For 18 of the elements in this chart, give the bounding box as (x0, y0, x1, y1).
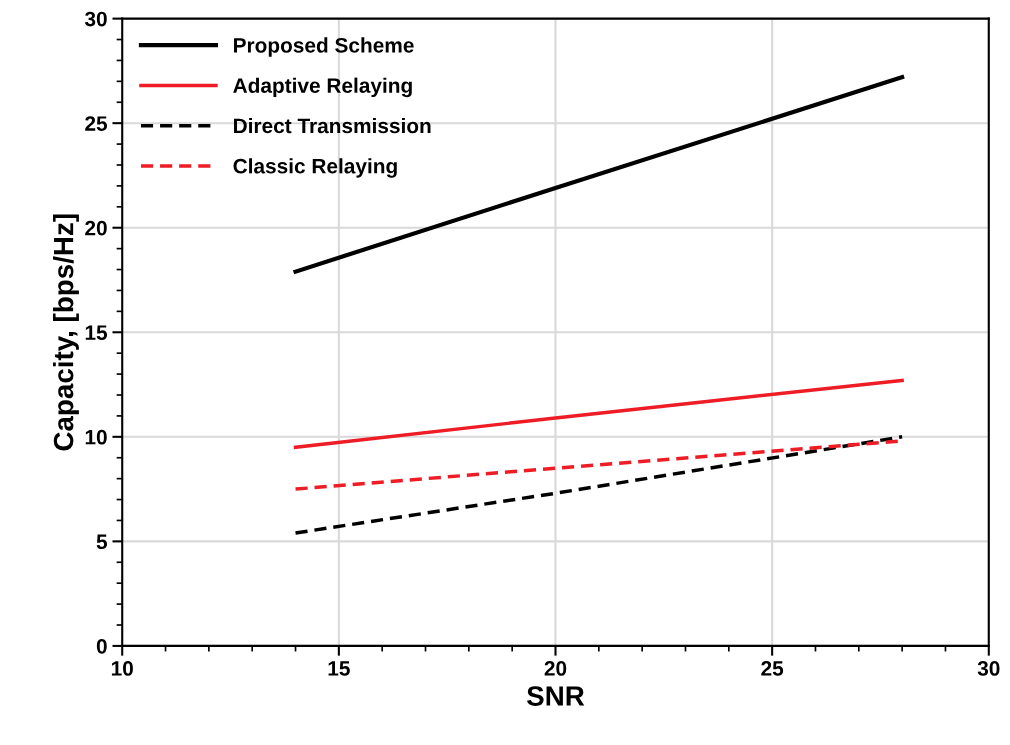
x-tick-label: 10 (111, 661, 133, 676)
legend-label: Classic Relaying (233, 158, 397, 178)
y-tick-label: 25 (85, 116, 108, 131)
y-tick-label: 15 (85, 325, 108, 341)
x-tick-label: 30 (977, 661, 1000, 676)
y-tick-label: 5 (96, 534, 108, 550)
y-tick-label: 20 (85, 220, 107, 236)
legend-label: Proposed Scheme (234, 37, 414, 57)
y-axis-title: Capacity, [bps/Hz] (53, 214, 79, 451)
x-tick-label: 20 (544, 661, 567, 676)
x-tick-label: 15 (328, 661, 350, 676)
legend-label: Direct Transmission (234, 117, 431, 134)
y-tick-label: 30 (84, 11, 107, 27)
x-tick-label: 25 (761, 661, 784, 676)
legend-label: Adaptive Relaying (233, 77, 412, 98)
x-axis-title: SNR (526, 686, 585, 706)
y-tick-label: 0 (96, 638, 107, 654)
y-tick-label: 10 (85, 429, 107, 445)
